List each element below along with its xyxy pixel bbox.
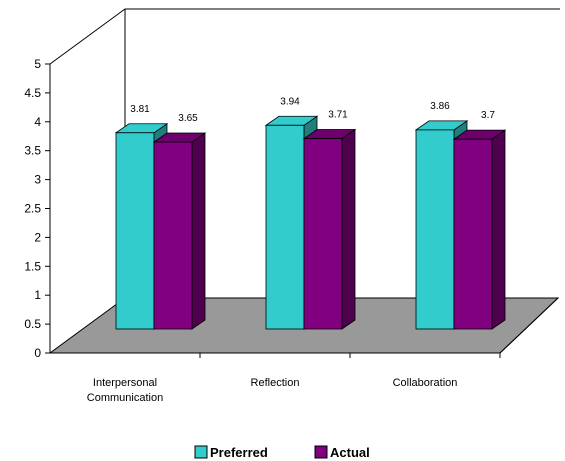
legend-swatch (194, 445, 208, 459)
data-label: 3.94 (280, 96, 300, 107)
bar-front-face (153, 141, 193, 330)
x-axis-ticks (199, 353, 501, 358)
bar-side-face (491, 129, 506, 330)
legend-item-actual: Actual (314, 445, 370, 460)
data-label: 3.7 (481, 110, 495, 121)
category-label: Collaboration (393, 377, 458, 389)
category-labels: Interpersonal Communication Reflection Coll… (87, 377, 458, 404)
bar-actual (302, 128, 357, 330)
y-tick-label: 1 (34, 288, 41, 302)
bar-front-face (453, 138, 493, 330)
category-label: Interpersonal Communication (87, 377, 163, 404)
y-tick-label: 1.5 (24, 259, 41, 273)
data-label: 3.65 (178, 113, 198, 124)
data-labels: 3.81 3.65 3.94 3.71 3.86 3.7 (130, 96, 495, 124)
bar-front-face (303, 138, 343, 330)
legend-label: Preferred (210, 445, 268, 460)
y-tick-label: 4.5 (24, 86, 41, 100)
y-tick-label: 0.5 (24, 317, 41, 331)
bar-side-face (191, 132, 206, 330)
y-tick-label: 2 (34, 230, 41, 244)
y-tick-label: 2.5 (24, 202, 41, 216)
y-tick-label: 3.5 (24, 144, 41, 158)
legend: Preferred Actual (194, 445, 370, 460)
bar-front-face (115, 132, 155, 330)
data-label: 3.71 (328, 110, 348, 121)
y-tick-label: 5 (34, 57, 41, 71)
y-tick-label: 4 (34, 115, 41, 129)
floor-right-edge (499, 297, 559, 354)
bar-front-face (415, 129, 455, 330)
data-label: 3.81 (130, 104, 150, 115)
data-label: 3.86 (430, 101, 450, 112)
y-axis-ticks: 0 0.5 1 1.5 2 2.5 3 3.5 4 4.5 5 (24, 57, 50, 360)
bar-front-face (265, 124, 305, 330)
category-label: Reflection (251, 377, 300, 389)
bars (114, 115, 507, 330)
legend-label: Actual (330, 445, 370, 460)
bar-actual (452, 129, 507, 330)
y-tick-label: 3 (34, 173, 41, 187)
bar-actual (152, 132, 207, 330)
y-tick-label: 0 (34, 346, 41, 360)
side-wall-top-edge (49, 8, 126, 65)
bar-side-face (341, 128, 356, 330)
legend-swatch (314, 445, 328, 459)
legend-item-preferred: Preferred (194, 445, 268, 460)
